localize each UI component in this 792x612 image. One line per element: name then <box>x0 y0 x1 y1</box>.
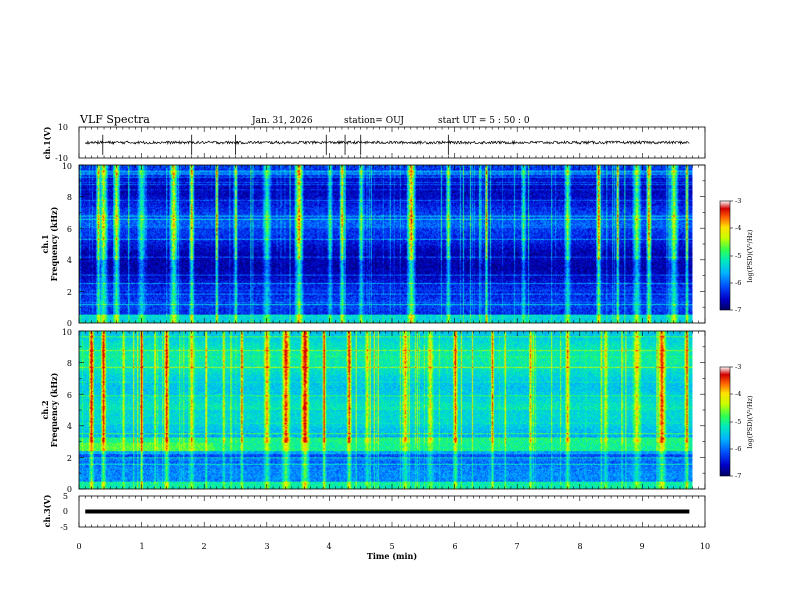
x-tick-label: 5 <box>389 542 394 551</box>
figure-date: Jan. 31, 2026 <box>251 116 313 126</box>
x-tick-label: 3 <box>264 542 269 551</box>
x-tick-label: 7 <box>514 542 519 551</box>
x-tick-labels: 0 1 2 3 4 5 6 7 8 9 10 <box>76 542 710 551</box>
ch1-ytick-bottom: -10 <box>55 154 68 163</box>
ch2-cb-tick: -3 <box>735 363 741 371</box>
figure-station: station= OUJ <box>344 116 404 126</box>
ch1-ytick-top: 10 <box>58 123 68 132</box>
ch1-spec-ytick: 10 <box>62 162 72 171</box>
ch2-spec-ylabel-line2: Frequency (kHz) <box>49 372 59 447</box>
ch2-cb-tick: -5 <box>735 418 741 426</box>
x-tick-label: 10 <box>700 542 710 551</box>
figure-start-time: start UT = 5 : 50 : 0 <box>438 116 530 126</box>
figure-title: VLF Spectra <box>79 113 150 126</box>
ch1-spectrogram-image <box>79 165 693 323</box>
x-tick-label: 0 <box>76 542 81 551</box>
axis-ticks <box>78 127 706 527</box>
x-tick-label: 9 <box>639 542 644 551</box>
ch3-ytick-top: 5 <box>63 492 68 501</box>
ch1-cb-tick: -6 <box>735 279 741 287</box>
ch2-cb-tick: -7 <box>735 472 741 480</box>
ch2-spectrogram-image <box>79 331 693 489</box>
ch2-cb-tick: -4 <box>735 390 741 398</box>
ch1-spec-ylabel-line2: Frequency (kHz) <box>49 206 59 281</box>
ch1-spec-ytick: 0 <box>67 319 72 328</box>
x-tick-label: 6 <box>452 542 457 551</box>
ch1-spec-ytick: 6 <box>67 225 72 234</box>
x-tick-label: 1 <box>139 542 144 551</box>
x-axis-label: Time (min) <box>367 551 417 561</box>
ch3-ytick-bottom: -5 <box>60 523 68 532</box>
ch1-spec-ytick: 2 <box>67 288 72 297</box>
x-tick-label: 8 <box>577 542 582 551</box>
ch2-spec-ytick: 10 <box>62 328 72 337</box>
ch2-spectrogram-raster <box>79 331 693 489</box>
ch1-spec-ylabel-line1: ch.1 <box>40 234 50 253</box>
ch2-spec-ytick: 0 <box>67 485 72 494</box>
ch1-colorbar: -3 -4 -5 -6 -7 log(PSD)(V²/Hz) <box>719 197 754 314</box>
ch2-spec-ylabel-line1: ch.2 <box>40 400 50 419</box>
ch1-spec-ytick: 8 <box>67 193 72 202</box>
ch1-waveform-trace <box>84 139 690 146</box>
ch2-spec-ytick: 4 <box>67 422 72 431</box>
ch2-colorbar: -3 -4 -5 -6 -7 log(PSD)(V²/Hz) <box>719 363 754 480</box>
ch2-colorbar-gradient <box>719 366 731 477</box>
ch3-ytick-mid: 0 <box>63 507 68 516</box>
ch1-spec-ytick: 4 <box>67 256 72 265</box>
ch1-cb-tick: -4 <box>735 224 741 232</box>
ch1-cb-tick: -5 <box>735 252 741 260</box>
ch1-colorbar-label: log(PSD)(V²/Hz) <box>746 229 754 282</box>
ch2-colorbar-label: log(PSD)(V²/Hz) <box>746 395 754 448</box>
ch2-spec-ytick: 8 <box>67 359 72 368</box>
ch2-spec-ytick: 2 <box>67 454 72 463</box>
ch1-spectrogram-raster <box>79 165 693 323</box>
ch1-cb-tick: -7 <box>735 306 741 314</box>
ch2-cb-tick: -6 <box>735 445 741 453</box>
ch2-spec-ytick: 6 <box>67 391 72 400</box>
ch1-waveform-ylabel: ch.1(V) <box>42 126 52 159</box>
x-tick-label: 4 <box>326 542 331 551</box>
x-tick-label: 2 <box>201 542 206 551</box>
ch1-waveform-line <box>84 134 690 155</box>
ch3-waveform-ylabel: ch.3(V) <box>42 494 52 527</box>
ch1-cb-tick: -3 <box>735 197 741 205</box>
ch1-colorbar-gradient <box>719 200 731 311</box>
